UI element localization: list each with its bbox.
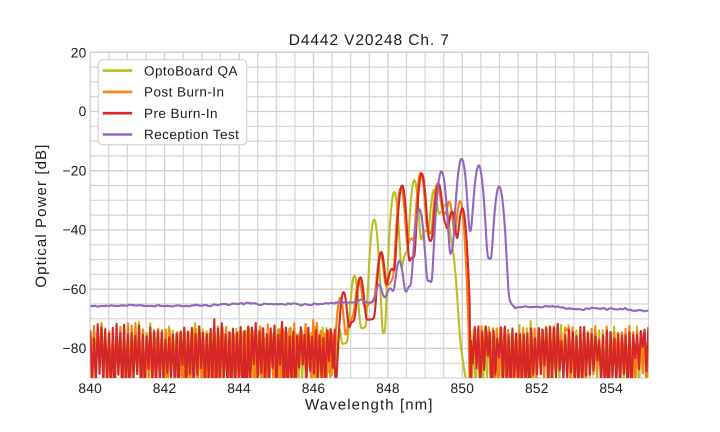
svg-text:848: 848	[376, 381, 400, 396]
svg-text:D4442 V20248 Ch. 7: D4442 V20248 Ch. 7	[289, 32, 450, 49]
svg-text:Reception Test: Reception Test	[144, 127, 239, 142]
svg-text:842: 842	[153, 381, 177, 396]
svg-text:Post Burn-In: Post Burn-In	[144, 85, 224, 100]
svg-text:Pre Burn-In: Pre Burn-In	[144, 106, 218, 121]
svg-text:Wavelength [nm]: Wavelength [nm]	[305, 397, 434, 414]
svg-text:20: 20	[71, 46, 87, 61]
svg-text:850: 850	[450, 381, 474, 396]
svg-text:844: 844	[227, 381, 251, 396]
svg-text:Optical Power [dB]: Optical Power [dB]	[33, 144, 50, 288]
svg-text:−80: −80	[62, 341, 86, 356]
svg-text:840: 840	[78, 381, 102, 396]
svg-text:−60: −60	[62, 282, 86, 297]
svg-text:−40: −40	[62, 223, 86, 238]
svg-text:846: 846	[302, 381, 326, 396]
svg-text:854: 854	[599, 381, 623, 396]
svg-text:852: 852	[525, 381, 549, 396]
svg-text:0: 0	[79, 104, 87, 119]
svg-text:−20: −20	[62, 163, 86, 178]
svg-text:OptoBoard QA: OptoBoard QA	[144, 63, 238, 78]
